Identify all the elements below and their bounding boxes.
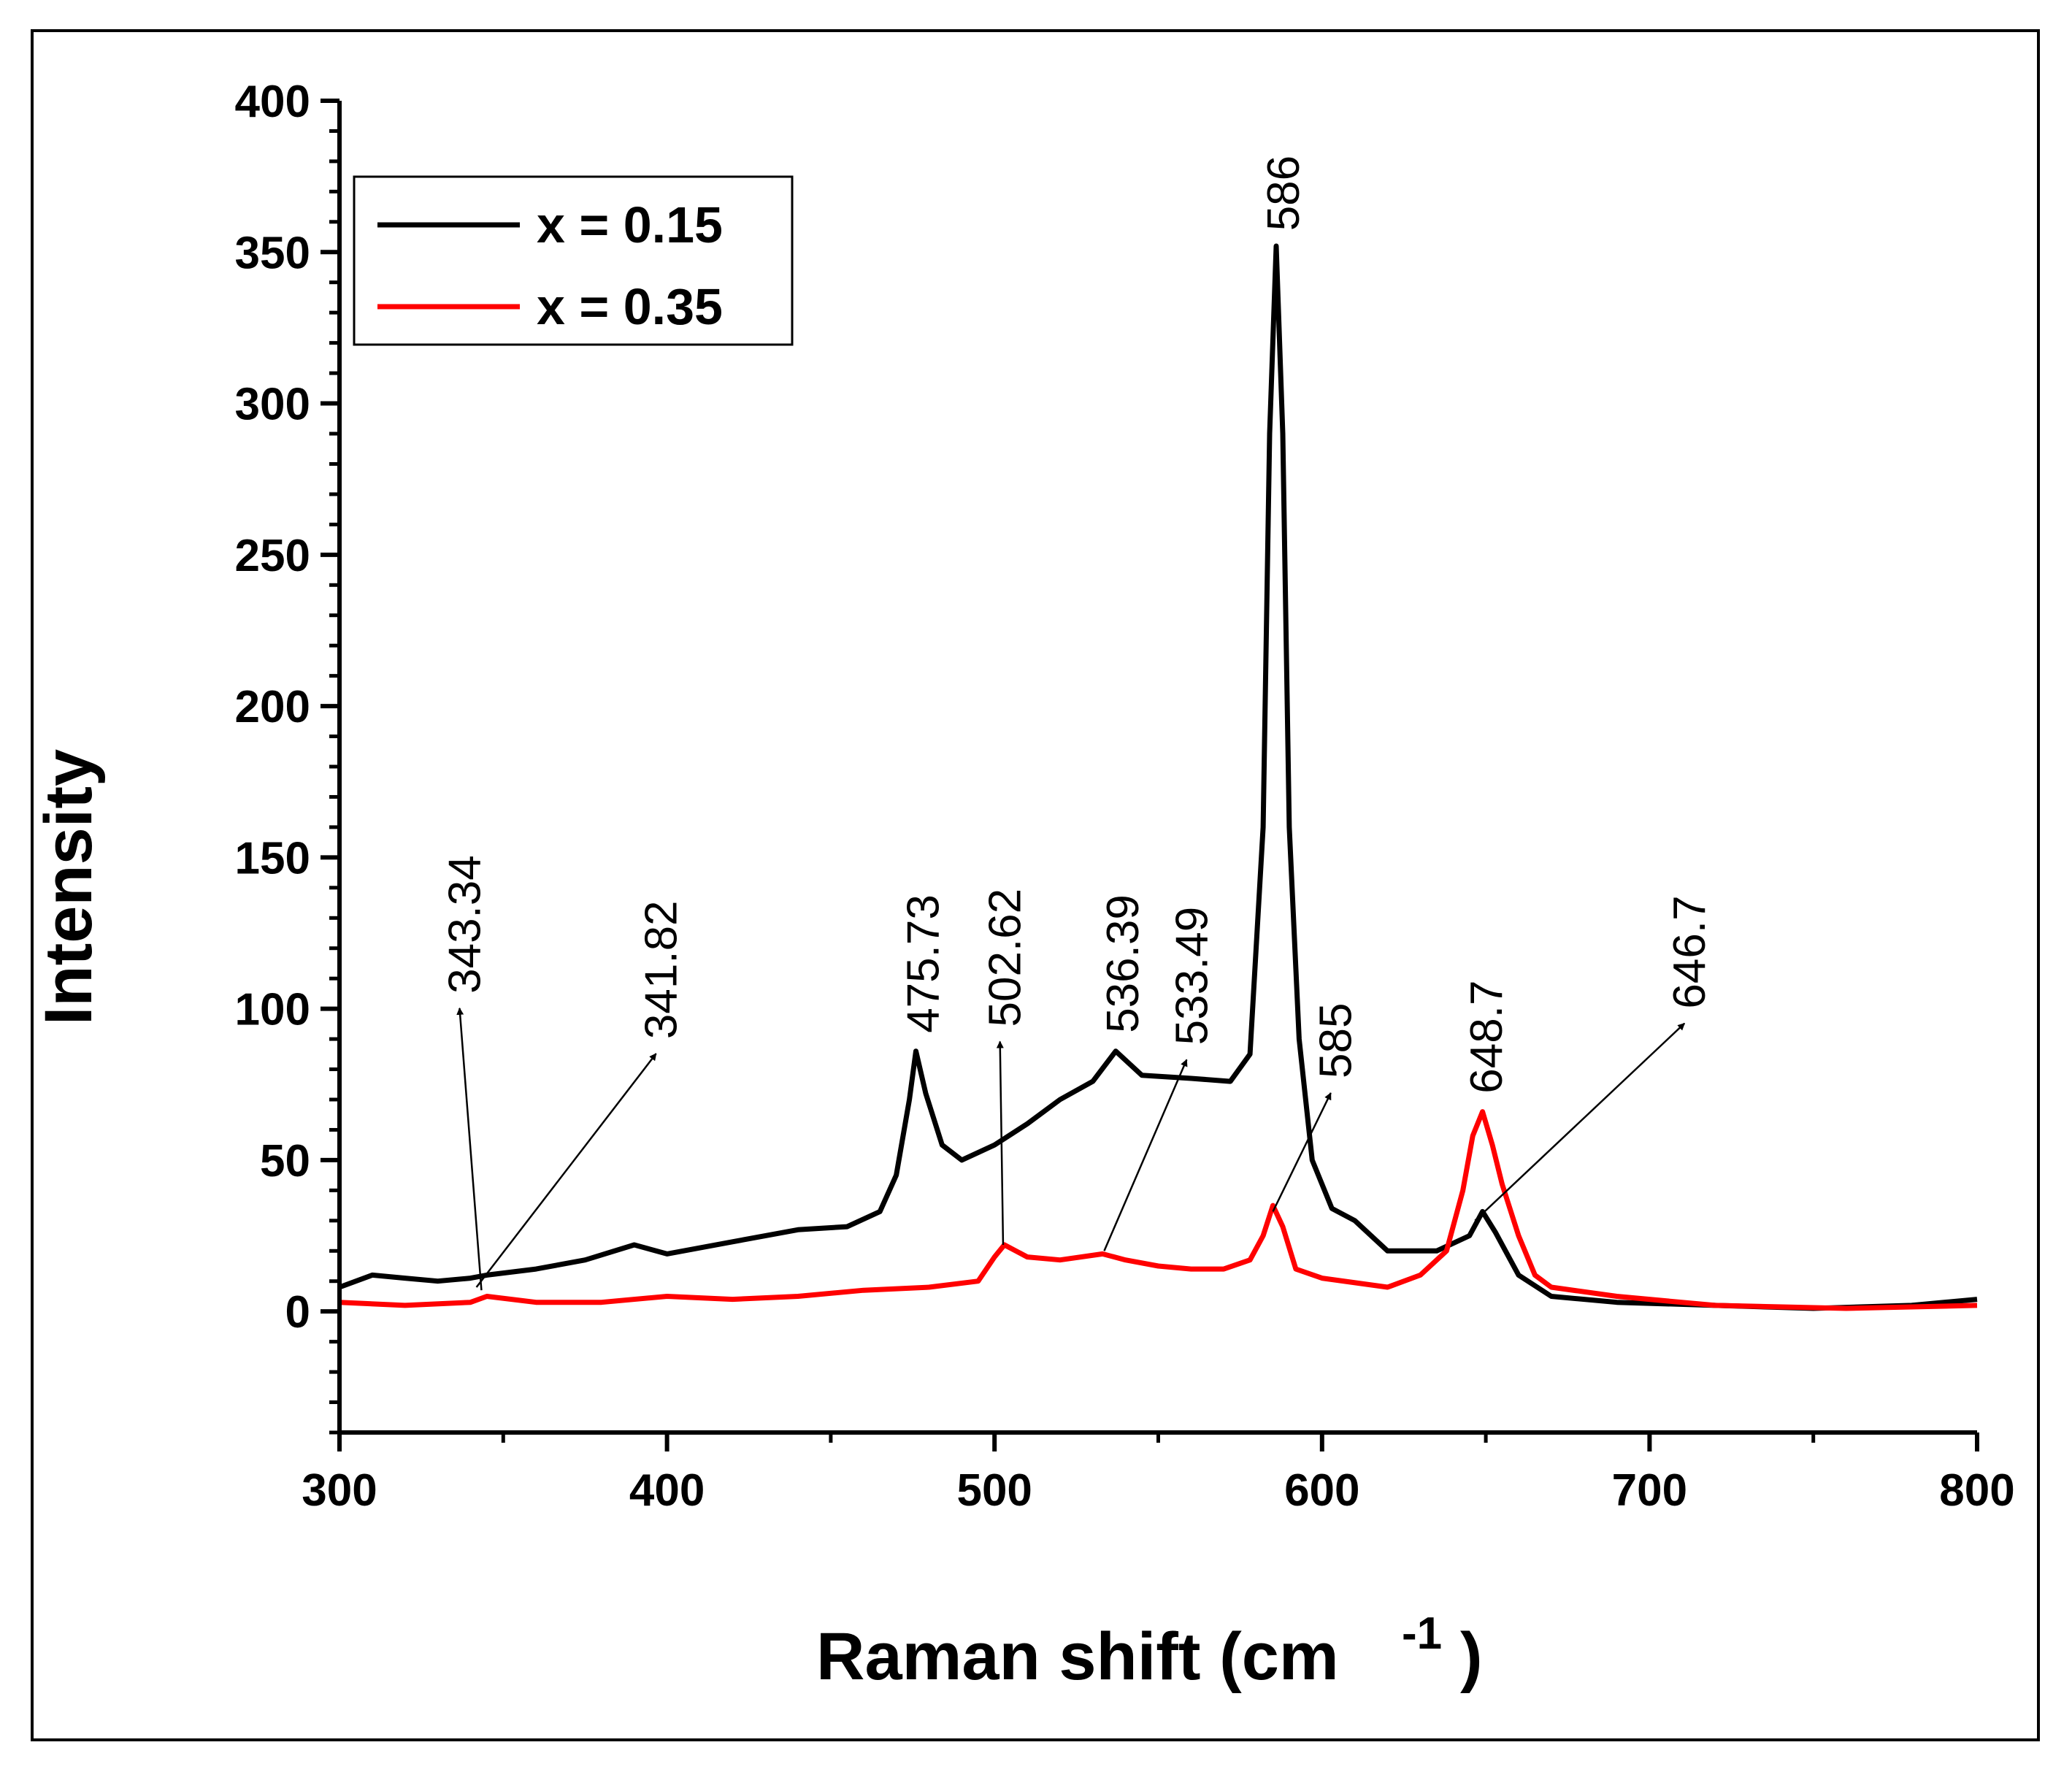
x-tick-label: 300: [302, 1465, 377, 1516]
x-axis-title-superscript: -1: [1402, 1608, 1442, 1659]
series-line-x035: [339, 1109, 1978, 1311]
annotation-arrow: [475, 1053, 657, 1288]
y-tick-label: 400: [235, 77, 310, 127]
y-tick-label: 300: [235, 380, 310, 430]
y-tick-label: 100: [235, 985, 310, 1035]
y-tick-label: 250: [235, 531, 310, 581]
annotation-arrow: [1272, 1092, 1332, 1212]
y-tick-label: 150: [235, 833, 310, 883]
legend-label-x035: x = 0.35: [537, 278, 723, 335]
x-axis-title-main: Raman shift (cm: [816, 1619, 1339, 1694]
peak-label: 586: [1259, 156, 1309, 231]
peak-label: 648.7: [1462, 981, 1512, 1094]
peak-label: 536.39: [1098, 894, 1148, 1033]
y-axis-title: Intensity: [31, 749, 106, 1025]
annotation-arrow: [1474, 1022, 1686, 1221]
peak-label: 475.73: [899, 894, 949, 1033]
x-axis-title-close: ): [1460, 1619, 1483, 1694]
series-line-x015: [338, 243, 1978, 1311]
legend-box: [353, 175, 794, 346]
peak-label: 341.82: [637, 900, 687, 1039]
y-tick-label: 50: [260, 1136, 310, 1186]
peak-label: 646.7: [1665, 895, 1715, 1008]
peak-label: 343.34: [440, 855, 491, 994]
peak-label: 585: [1311, 1003, 1362, 1078]
annotation-arrow: [1103, 1059, 1188, 1251]
x-axis-title: Raman shift (cm -1 ): [816, 1608, 1483, 1694]
x-tick-label: 400: [629, 1465, 705, 1516]
y-tick-label: 0: [285, 1287, 310, 1338]
y-tick-label: 200: [235, 682, 310, 732]
x-tick-label: 700: [1612, 1465, 1687, 1516]
annotation-arrow: [456, 1007, 483, 1291]
y-tick-label: 350: [235, 228, 310, 278]
annotation-arrow: [996, 1040, 1005, 1246]
figure-frame: [31, 29, 2040, 1741]
x-tick-label: 600: [1284, 1465, 1359, 1516]
x-tick-label: 500: [956, 1465, 1032, 1516]
peak-label: 533.49: [1167, 907, 1217, 1046]
x-tick-label: 800: [1939, 1465, 2014, 1516]
legend-label-x015: x = 0.15: [537, 196, 723, 253]
peak-label: 502.62: [981, 889, 1031, 1027]
legend: x = 0.15 x = 0.35: [353, 175, 794, 346]
